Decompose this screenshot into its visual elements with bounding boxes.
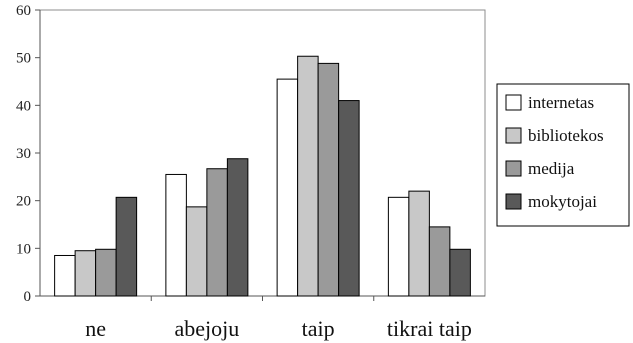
legend-swatch-internetas — [505, 94, 522, 111]
legend: internetas bibliotekos medija mokytojai — [496, 83, 630, 227]
y-tick-label: 40 — [16, 98, 31, 114]
bar-internetas-ne — [54, 254, 76, 297]
legend-swatch-bibliotekos — [505, 127, 522, 144]
bar-medija-abejoju — [206, 168, 228, 297]
bar-mokytojai-tikrai-taip — [449, 248, 471, 297]
bar-bibliotekos-ne — [74, 250, 97, 297]
bar-medija-tikrai-taip — [428, 226, 451, 297]
bar-medija-ne — [95, 248, 117, 297]
bars — [54, 55, 471, 297]
bar-bibliotekos-abejoju — [185, 206, 208, 297]
legend-swatch-medija — [505, 160, 522, 177]
bar-medija-taip — [317, 62, 340, 297]
legend-swatch-mokytojai — [505, 193, 522, 210]
legend-label-mokytojai: mokytojai — [528, 192, 597, 211]
legend-label-internetas: internetas — [528, 93, 594, 112]
bar-internetas-taip — [276, 78, 299, 297]
x-category-label: tikrai taip — [387, 316, 472, 341]
bar-mokytojai-abejoju — [226, 158, 249, 297]
x-category-label: abejoju — [174, 316, 239, 341]
x-category-label: taip — [302, 316, 335, 341]
y-tick-label: 0 — [24, 289, 32, 305]
bar-mokytojai-ne — [115, 196, 138, 297]
y-tick-label: 10 — [16, 241, 31, 257]
bar-internetas-tikrai-taip — [387, 196, 410, 297]
y-tick-label: 30 — [16, 146, 31, 162]
bar-mokytojai-taip — [338, 100, 360, 297]
bar-internetas-abejoju — [165, 173, 187, 297]
x-category-label: ne — [85, 316, 106, 341]
bar-bibliotekos-taip — [297, 55, 319, 297]
y-tick-label: 60 — [16, 3, 31, 19]
legend-label-bibliotekos: bibliotekos — [528, 126, 604, 145]
bar-bibliotekos-tikrai-taip — [408, 190, 430, 297]
y-tick-label: 50 — [16, 51, 31, 67]
x-axis: ne abejoju taip tikrai taip — [40, 295, 485, 341]
legend-label-medija: medija — [528, 159, 575, 178]
y-tick-label: 20 — [16, 194, 31, 210]
